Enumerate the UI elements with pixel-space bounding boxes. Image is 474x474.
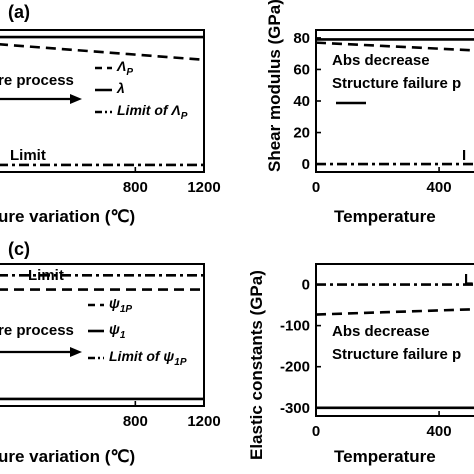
panel-c-xtick-label: 1200	[187, 413, 220, 430]
panel-b-annotation-limit-partial: I	[462, 147, 466, 164]
panel-c-annotation-process: re process	[0, 322, 74, 339]
panel-b-ytick-label: 80	[293, 30, 310, 47]
panel-b-ytick-label: 0	[302, 156, 310, 173]
panel-a-label: (a)	[8, 2, 30, 22]
panel-b-series	[315, 38, 474, 166]
legend-label-lambda-p: ΛP	[116, 58, 133, 78]
legend-label-psi-1: ψ1	[109, 321, 126, 341]
panel-d-series	[315, 283, 474, 410]
panel-d-series-1-line	[315, 307, 474, 316]
panel-c-xtick-label: 800	[123, 413, 148, 430]
panel-c-series	[0, 274, 204, 401]
panel-c-annotation-limit: Limit	[28, 267, 64, 284]
panel-d-axes	[315, 263, 474, 417]
panel-c-xlabel: ure variation (℃)	[0, 447, 135, 466]
panel-b-annotation-structure-failure: Structure failure p	[332, 75, 461, 92]
panel-d-ylabel: Elastic constants (GPa)	[247, 270, 266, 460]
panel-c-process-arrow	[0, 347, 82, 357]
panel-c-axes	[0, 263, 205, 407]
panel-d-annotation-structure-failure: Structure failure p	[332, 346, 461, 363]
panel-a-xtick-label: 1200	[187, 179, 220, 196]
panel-b-annotation-abs-decrease: Abs decrease	[332, 52, 430, 69]
panel-a-series	[0, 35, 205, 167]
panel-d: 0 400 0 -100 -200 -300 Elastic constants (GP…	[247, 263, 474, 466]
legend-label-limit-lambda-p: Limit of ΛP	[117, 102, 188, 122]
legend-item-psi-1: ψ1	[88, 321, 126, 341]
panel-b-xtick-label: 0	[312, 179, 320, 196]
panel-c-xticks: 800 1200	[123, 401, 221, 430]
legend-label-psi-1p: ψ1P	[109, 295, 132, 315]
panel-a-axes	[0, 29, 205, 173]
legend-item-limit-psi-1p: Limit of ψ1P	[88, 348, 187, 368]
panel-b-ytick-label: 40	[293, 93, 310, 110]
panel-d-xlabel: Temperature	[334, 447, 436, 466]
legend-item-limit-lambda-p: Limit of ΛP	[95, 102, 188, 122]
panel-b-ytick-label: 20	[293, 125, 310, 142]
legend-item-psi-1p: ψ1P	[88, 295, 132, 315]
panel-d-ytick-label: -300	[280, 400, 310, 417]
panel-b-ytick-label: 60	[293, 61, 310, 78]
panel-d-xtick-label: 400	[427, 423, 452, 440]
panel-c: (c) 800 1200 ure variation (℃) Limit re p…	[0, 239, 221, 466]
panel-b: 0 400 0 20 40 60 80 Shear modulus (GPa) Tempe…	[265, 0, 474, 226]
panel-b-ylabel: Shear modulus (GPa)	[265, 0, 284, 172]
panel-b-yticks: 0 20 40 60 80	[293, 30, 321, 173]
panel-b-xticks: 0 400	[312, 167, 452, 196]
legend-label-lambda: λ	[116, 80, 125, 96]
panel-b-xlabel: Temperature	[334, 207, 436, 226]
legend-item-lambda: λ	[95, 80, 125, 96]
panel-d-annotation-limit-partial: L	[464, 271, 473, 288]
legend-label-limit-psi-1p: Limit of ψ1P	[109, 348, 187, 368]
panel-a-xtick-label: 800	[123, 179, 148, 196]
panel-c-label: (c)	[8, 239, 30, 259]
panel-b-xtick-label: 400	[427, 179, 452, 196]
panel-a-series-1-line	[0, 43, 205, 62]
panel-d-annotation-abs-decrease: Abs decrease	[332, 323, 430, 340]
panel-b-series-1-line	[315, 41, 474, 52]
panel-a: (a) 800 1200 ure variation (℃) re process…	[0, 2, 221, 226]
panel-d-xticks: 0 400	[312, 411, 452, 440]
panel-d-yticks: 0 -100 -200 -300	[280, 277, 321, 417]
panel-a-annotation-process: re process	[0, 72, 74, 89]
panel-a-legend: ΛP λ Limit of ΛP	[95, 58, 188, 122]
panel-d-ytick-label: -100	[280, 318, 310, 335]
legend-item-lambda-p: ΛP	[95, 58, 133, 78]
panel-a-xlabel: ure variation (℃)	[0, 207, 135, 226]
panel-a-process-arrow	[0, 94, 82, 104]
panel-d-xtick-label: 0	[312, 423, 320, 440]
panel-a-annotation-limit: Limit	[10, 147, 46, 164]
panel-a-xticks: 800 1200	[123, 167, 221, 196]
panel-d-ytick-label: 0	[302, 277, 310, 294]
panel-d-ytick-label: -200	[280, 359, 310, 376]
panel-c-legend: ψ1P ψ1 Limit of ψ1P	[88, 295, 187, 368]
